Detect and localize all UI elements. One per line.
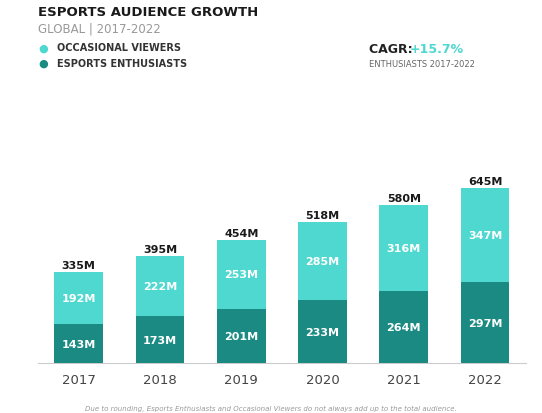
Text: 518M: 518M — [306, 211, 339, 221]
Text: ESPORTS AUDIENCE GROWTH: ESPORTS AUDIENCE GROWTH — [38, 6, 258, 19]
Bar — [298, 223, 347, 300]
Bar — [54, 325, 103, 363]
Text: 173M: 173M — [143, 335, 177, 345]
Text: ●: ● — [38, 59, 48, 69]
Text: 316M: 316M — [386, 244, 421, 254]
Bar — [136, 316, 184, 363]
Text: Due to rounding, Esports Enthusiasts and Occasional Viewers do not always add up: Due to rounding, Esports Enthusiasts and… — [85, 405, 457, 411]
Text: 454M: 454M — [224, 228, 259, 238]
Bar — [461, 283, 509, 363]
Text: ESPORTS ENTHUSIASTS: ESPORTS ENTHUSIASTS — [57, 59, 187, 69]
Text: GLOBAL | 2017-2022: GLOBAL | 2017-2022 — [38, 23, 160, 36]
Bar — [54, 273, 103, 325]
Bar — [379, 292, 428, 363]
Bar — [217, 309, 266, 363]
Bar — [461, 189, 509, 283]
Text: 395M: 395M — [143, 244, 177, 254]
Text: OCCASIONAL VIEWERS: OCCASIONAL VIEWERS — [57, 43, 181, 53]
Bar — [379, 206, 428, 292]
Text: ENTHUSIASTS 2017-2022: ENTHUSIASTS 2017-2022 — [369, 60, 474, 69]
Text: 335M: 335M — [62, 260, 95, 270]
Text: 285M: 285M — [306, 256, 339, 266]
Text: 297M: 297M — [468, 318, 502, 328]
Text: 192M: 192M — [61, 294, 96, 304]
Text: CAGR:: CAGR: — [369, 43, 417, 56]
Text: 645M: 645M — [468, 176, 502, 186]
Text: 264M: 264M — [386, 323, 421, 332]
Bar — [136, 256, 184, 316]
Text: 253M: 253M — [224, 270, 258, 280]
Text: 580M: 580M — [387, 194, 421, 204]
Bar — [217, 240, 266, 309]
Bar — [298, 300, 347, 363]
Text: 347M: 347M — [468, 231, 502, 241]
Text: 233M: 233M — [306, 327, 339, 337]
Text: 143M: 143M — [61, 339, 96, 349]
Text: 222M: 222M — [143, 281, 177, 291]
Text: +15.7%: +15.7% — [409, 43, 463, 56]
Text: 201M: 201M — [224, 331, 258, 341]
Text: ●: ● — [38, 43, 48, 53]
